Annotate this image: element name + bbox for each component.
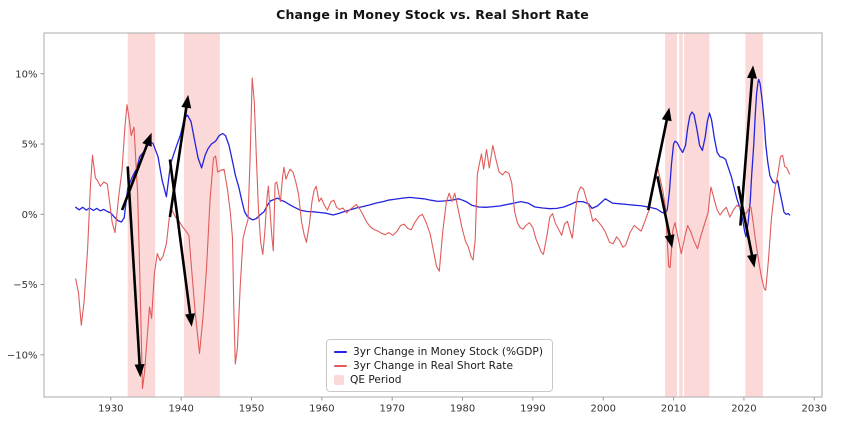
x-tick-label: 2000 <box>591 404 616 415</box>
chart-title: Change in Money Stock vs. Real Short Rat… <box>276 7 589 22</box>
x-tick-label: 2020 <box>731 404 756 415</box>
money-stock-line-swatch-icon <box>334 351 347 353</box>
annotation-arrow-shaft <box>656 176 672 242</box>
annotation-arrowhead <box>181 94 192 109</box>
annotation-arrowhead <box>134 364 145 378</box>
annotation-arrowhead <box>747 65 758 79</box>
y-tick-label: 5% <box>22 140 38 151</box>
y-tick-label: 10% <box>15 69 37 80</box>
annotation-arrowhead <box>664 234 675 249</box>
x-tick-label: 1960 <box>309 404 334 415</box>
x-tick-label: 2010 <box>661 404 686 415</box>
x-tick-label: 2030 <box>802 404 827 415</box>
annotation-arrowhead <box>185 313 195 327</box>
legend: 3yr Change in Money Stock (%GDP) 3yr Cha… <box>326 339 553 392</box>
x-tick-label: 1950 <box>239 404 264 415</box>
y-tick-label: −10% <box>7 350 38 361</box>
annotation-arrow-shaft <box>168 159 193 320</box>
x-tick-label: 1930 <box>98 404 123 415</box>
legend-label: QE Period <box>350 374 402 386</box>
annotation-arrow-shaft <box>120 138 151 211</box>
legend-label: 3yr Change in Real Short Rate <box>353 360 513 372</box>
axis-frame <box>43 32 823 398</box>
qe-period-patch-swatch-icon <box>334 375 344 385</box>
y-tick-label: −5% <box>13 280 37 291</box>
annotation-arrow-shaft <box>126 166 142 371</box>
annotation-arrowhead <box>142 132 152 147</box>
legend-label: 3yr Change in Money Stock (%GDP) <box>353 346 543 358</box>
series-real-short-rate <box>75 77 791 390</box>
qe-band <box>183 33 220 397</box>
annotation-arrow-shaft <box>737 185 755 261</box>
annotation-arrowhead <box>747 253 757 268</box>
annotation-arrow-shaft <box>168 101 189 218</box>
legend-item-qe-period: QE Period <box>334 373 543 387</box>
legend-item-real-short-rate: 3yr Change in Real Short Rate <box>334 359 543 373</box>
qe-band <box>684 33 710 397</box>
real-short-rate-line-swatch-icon <box>334 365 347 367</box>
x-tick-label: 1940 <box>168 404 193 415</box>
x-tick-label: 1980 <box>450 404 475 415</box>
annotation-arrow-shaft <box>739 72 754 226</box>
x-tick-label: 1970 <box>379 404 404 415</box>
annotation-arrow-shaft <box>646 114 670 211</box>
qe-band <box>679 33 683 397</box>
y-tick-label: 0% <box>22 210 38 221</box>
annotation-arrowhead <box>661 107 672 122</box>
x-tick-label: 1990 <box>520 404 545 415</box>
legend-item-money-stock: 3yr Change in Money Stock (%GDP) <box>334 345 543 359</box>
qe-band <box>665 33 678 397</box>
